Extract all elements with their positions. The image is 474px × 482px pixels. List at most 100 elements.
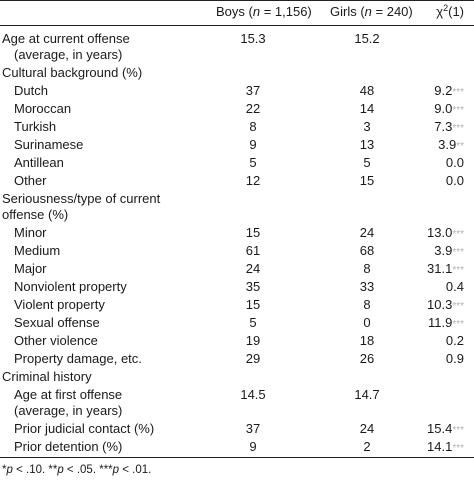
- cell-girls: 13: [359, 137, 375, 152]
- row-label: Medium: [14, 243, 61, 258]
- cell-boys: 9: [249, 439, 257, 454]
- chi-value: 0.9: [445, 351, 464, 366]
- significance-stars: ***: [452, 443, 464, 454]
- header-rule: [0, 25, 474, 26]
- cell-chi-square: 13.0***: [427, 225, 464, 243]
- cell-chi-square: 11.9***: [428, 315, 464, 333]
- row-label: Dutch: [14, 83, 48, 98]
- cell-girls: 24: [359, 225, 375, 240]
- cell-boys: 19: [245, 333, 261, 348]
- significance-stars: ***: [452, 229, 464, 240]
- row-label: Surinamese: [14, 137, 84, 152]
- cell-girls: 26: [359, 351, 375, 366]
- chi-value: 0.2: [445, 333, 464, 348]
- significance-stars: **: [456, 141, 464, 152]
- row-label: Other violence: [14, 333, 98, 348]
- cell-boys: 12: [245, 173, 261, 188]
- row-label: offense (%): [2, 207, 69, 222]
- chi-value: 0.0: [445, 155, 464, 170]
- row-label: Violent property: [14, 297, 105, 312]
- cell-boys: 14.5: [240, 387, 266, 402]
- chi-value: 31.1: [427, 261, 453, 276]
- cell-girls: 0: [363, 315, 371, 330]
- header-boys: Boys (n = 1,156): [216, 4, 312, 19]
- significance-stars: ***: [452, 265, 464, 276]
- cell-chi-square: 0.4: [446, 279, 464, 297]
- cell-girls: 33: [359, 279, 375, 294]
- chi-value: 0.4: [445, 279, 464, 294]
- cell-chi-square: 0.0: [446, 155, 464, 173]
- table-top-rule: [0, 0, 474, 1]
- cell-girls: 15.2: [354, 31, 380, 46]
- row-label: Minor: [14, 225, 47, 240]
- chi-value: 0.0: [445, 173, 464, 188]
- cell-girls: 15: [359, 173, 375, 188]
- cell-chi-square: 9.0***: [434, 101, 464, 119]
- chi-value: 11.9: [427, 315, 453, 330]
- cell-girls: 14: [359, 101, 375, 116]
- cell-chi-square: 3.9***: [434, 243, 464, 261]
- cell-boys: 37: [245, 83, 261, 98]
- row-label: (average, in years): [14, 403, 123, 418]
- cell-chi-square: 14.1***: [427, 439, 464, 457]
- cell-boys: 29: [245, 351, 261, 366]
- chi-value: 15.4: [427, 421, 453, 436]
- cell-chi-square: 3.9**: [438, 137, 464, 155]
- cell-chi-square: 10.3***: [427, 297, 464, 315]
- row-label: Sexual offense: [14, 315, 100, 330]
- cell-chi-square: 0.2: [446, 333, 464, 351]
- table-bottom-rule: [0, 457, 474, 458]
- cell-girls: 48: [359, 83, 375, 98]
- cell-boys: 37: [245, 421, 261, 436]
- chi-value: 9.0: [434, 101, 453, 116]
- significance-stars: ***: [452, 123, 464, 134]
- row-label: Prior judicial contact (%): [14, 421, 155, 436]
- cell-girls: 18: [359, 333, 375, 348]
- cell-girls: 14.7: [354, 387, 380, 402]
- row-label: Age at current offense: [2, 31, 130, 46]
- cell-boys: 5: [249, 155, 257, 170]
- cell-girls: 5: [363, 155, 371, 170]
- cell-boys: 15: [245, 225, 261, 240]
- chi-value: 3.9: [438, 137, 457, 152]
- cell-girls: 8: [363, 297, 371, 312]
- row-label: Age at first offense: [14, 387, 123, 402]
- row-label: Nonviolent property: [14, 279, 127, 294]
- chi-value: 14.1: [427, 439, 453, 454]
- chi-value: 3.9: [434, 243, 453, 258]
- cell-girls: 2: [363, 439, 371, 454]
- row-label: Seriousness/type of current: [2, 191, 161, 206]
- cell-boys: 8: [249, 119, 257, 134]
- cell-chi-square: 0.0: [446, 173, 464, 191]
- significance-stars: ***: [452, 425, 464, 436]
- cell-girls: 3: [363, 119, 371, 134]
- cell-girls: 68: [359, 243, 375, 258]
- cell-chi-square: 31.1***: [427, 261, 464, 279]
- cell-boys: 35: [245, 279, 261, 294]
- row-label: Cultural background (%): [2, 65, 143, 80]
- cell-boys: 22: [245, 101, 261, 116]
- significance-stars: ***: [452, 319, 464, 330]
- row-label: Prior detention (%): [14, 439, 123, 454]
- cell-boys: 9: [249, 137, 257, 152]
- significance-stars: ***: [452, 301, 464, 312]
- cell-chi-square: 15.4***: [427, 421, 464, 439]
- chi-value: 9.2: [434, 83, 453, 98]
- cell-boys: 5: [249, 315, 257, 330]
- significance-stars: ***: [452, 87, 464, 98]
- chi-value: 7.3: [434, 119, 453, 134]
- row-label: Criminal history: [2, 369, 92, 384]
- cell-girls: 8: [363, 261, 371, 276]
- chi-value: 13.0: [427, 225, 453, 240]
- row-label: Moroccan: [14, 101, 72, 116]
- row-label: Other: [14, 173, 47, 188]
- chi-value: 10.3: [427, 297, 453, 312]
- cell-boys: 15: [245, 297, 261, 312]
- cell-chi-square: 7.3***: [434, 119, 464, 137]
- cell-chi-square: 0.9: [446, 351, 464, 369]
- row-label: Turkish: [14, 119, 57, 134]
- cell-boys: 61: [245, 243, 261, 258]
- header-girls: Girls (n = 240): [330, 4, 413, 19]
- cell-boys: 15.3: [240, 31, 266, 46]
